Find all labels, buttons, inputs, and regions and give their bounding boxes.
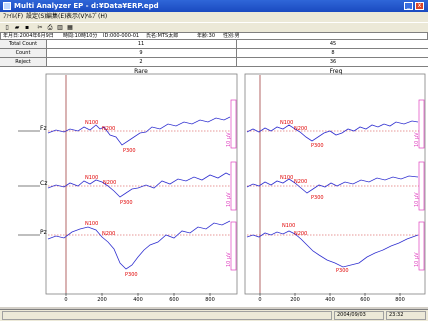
peak-label-p300: P300 [311,195,324,201]
tick-label: 600 [169,297,179,303]
rare-value: 9 [139,50,143,56]
freq-fz-trace [246,120,419,142]
scale-label: 10 μV [226,252,232,267]
app-icon [3,2,11,10]
waveforms [47,116,419,270]
channel-label-cz: Cz [40,180,47,187]
scale-label: 10 μV [414,252,420,267]
tick-label: 200 [97,297,107,303]
menu-file[interactable]: ﾌｧｲﾙ(F) [3,13,24,20]
info-time: 時間:10時10分 [63,33,98,39]
peak-label-n200: N200 [103,180,116,186]
save-icon[interactable]: ▪ [24,24,30,31]
rare-pz-trace [47,220,231,270]
menu-bar: ﾌｧｲﾙ(F) 設定(S) 編集(E) 表示(V) ﾍﾙﾌﾟ(H) [0,12,428,22]
rare-column-header: Rare [134,68,148,75]
freq-column-header: Freq [330,68,343,75]
peak-label-n100: N100 [85,221,98,227]
freq-value: 45 [236,40,428,48]
freq-panel-frame [244,73,426,295]
peak-label-n200: N200 [294,126,307,132]
new-file-icon[interactable]: ▯ [5,24,9,31]
waveform-plot-area: Rare Freq Fz Cz Pz [0,67,428,307]
tick-label: 0 [64,297,67,303]
close-button[interactable]: x [415,2,424,10]
info-age: 年齢:30 [197,33,216,39]
tick-label: 400 [133,297,143,303]
title-bar: Multi Analyzer EP - d:¥Data¥ERP.epd _ x [0,0,428,12]
peak-label-n100: N100 [280,175,293,181]
table-row: Count 9 8 [0,49,428,58]
scale-label: 10 μV [226,192,232,207]
toolbar: ▯ ▰ ▪ ✂ ⎙ ▥ ▦ [0,22,428,32]
settings-icon[interactable]: ✂ [37,24,43,31]
peak-label-n200: N200 [102,231,115,237]
rare-value: 11 [137,41,145,47]
channel-labels: Fz Cz Pz [18,125,47,236]
peak-label-p300: P300 [120,200,133,206]
peak-label-p300: P300 [336,268,349,274]
peak-label-n100: N100 [85,175,98,181]
table-row: Total Count 11 45 [0,40,428,49]
status-bar: 2004/09/03 23:32 [0,309,428,321]
tick-label: 200 [290,297,300,303]
info-sex: 性別:男 [223,33,240,39]
menu-settings[interactable]: 設定(S) [26,13,47,20]
grid-icon[interactable]: ▦ [67,24,73,31]
rare-value: 2 [139,59,143,65]
print-icon[interactable]: ⎙ [47,24,53,31]
chart-icon[interactable]: ▥ [57,24,63,31]
stats-label: Total Count [0,40,47,48]
window-title: Multi Analyzer EP - d:¥Data¥ERP.epd [14,2,159,10]
freq-value: 8 [236,49,428,57]
peak-label-n200: N200 [294,231,307,237]
status-message [2,311,332,320]
freq-pz-trace [246,230,419,268]
peak-label-n100: N100 [85,120,98,126]
stats-label: Count [0,49,47,57]
freq-value: 36 [236,58,428,66]
stats-label: Reject [0,58,47,66]
peak-label-p300: P300 [311,143,324,149]
status-date: 2004/09/03 [334,311,384,320]
peak-label-p300: P300 [125,272,138,278]
channel-label-pz: Pz [40,229,47,236]
x-axis-tick-marks [65,293,401,296]
stats-table: Total Count 11 45 Count 9 8 Reject 2 36 [0,40,428,67]
peak-label-p300: P300 [123,148,136,154]
channel-label-fz: Fz [40,125,47,132]
info-date: 年月日:2004年6月9日 [3,33,54,39]
rare-panel-frame [45,73,238,295]
scale-label: 10 μV [414,132,420,147]
peak-label-n100: N100 [282,223,295,229]
x-axis-ticks: 0 200 400 600 800 0 200 400 600 800 [64,297,404,303]
scale-bars: 10 μV 10 μV 10 μV 10 μV 10 μV 10 μV [226,99,425,271]
tick-label: 0 [258,297,261,303]
peak-label-n100: N100 [280,120,293,126]
info-name: 氏名:MTS太郎 [146,33,179,39]
freq-cz-trace [246,175,419,194]
peak-labels: N100 N200 P300 N100 N200 P300 N100 N200 … [85,120,349,278]
menu-edit[interactable]: 編集(E) [46,13,67,20]
waveform-svg[interactable]: Rare Freq Fz Cz Pz [0,67,428,307]
tick-label: 400 [325,297,335,303]
rare-fz-trace [47,116,231,146]
patient-info-bar: 年月日:2004年6月9日 時間:10時10分 ID:000-000-01 氏名… [0,32,428,40]
menu-view[interactable]: 表示(V) [66,13,87,20]
peak-label-n200: N200 [294,179,307,185]
tick-label: 800 [395,297,405,303]
minimize-button[interactable]: _ [404,2,413,10]
scale-label: 10 μV [226,132,232,147]
rare-cz-trace [47,172,231,198]
scale-label: 10 μV [414,192,420,207]
open-file-icon[interactable]: ▰ [14,24,20,31]
table-row: Reject 2 36 [0,58,428,67]
tick-label: 800 [205,297,215,303]
peak-label-n200: N200 [102,126,115,132]
tick-label: 600 [360,297,370,303]
status-time: 23:32 [386,311,426,320]
info-id: ID:000-000-01 [103,33,140,39]
menu-help[interactable]: ﾍﾙﾌﾟ(H) [86,13,108,20]
